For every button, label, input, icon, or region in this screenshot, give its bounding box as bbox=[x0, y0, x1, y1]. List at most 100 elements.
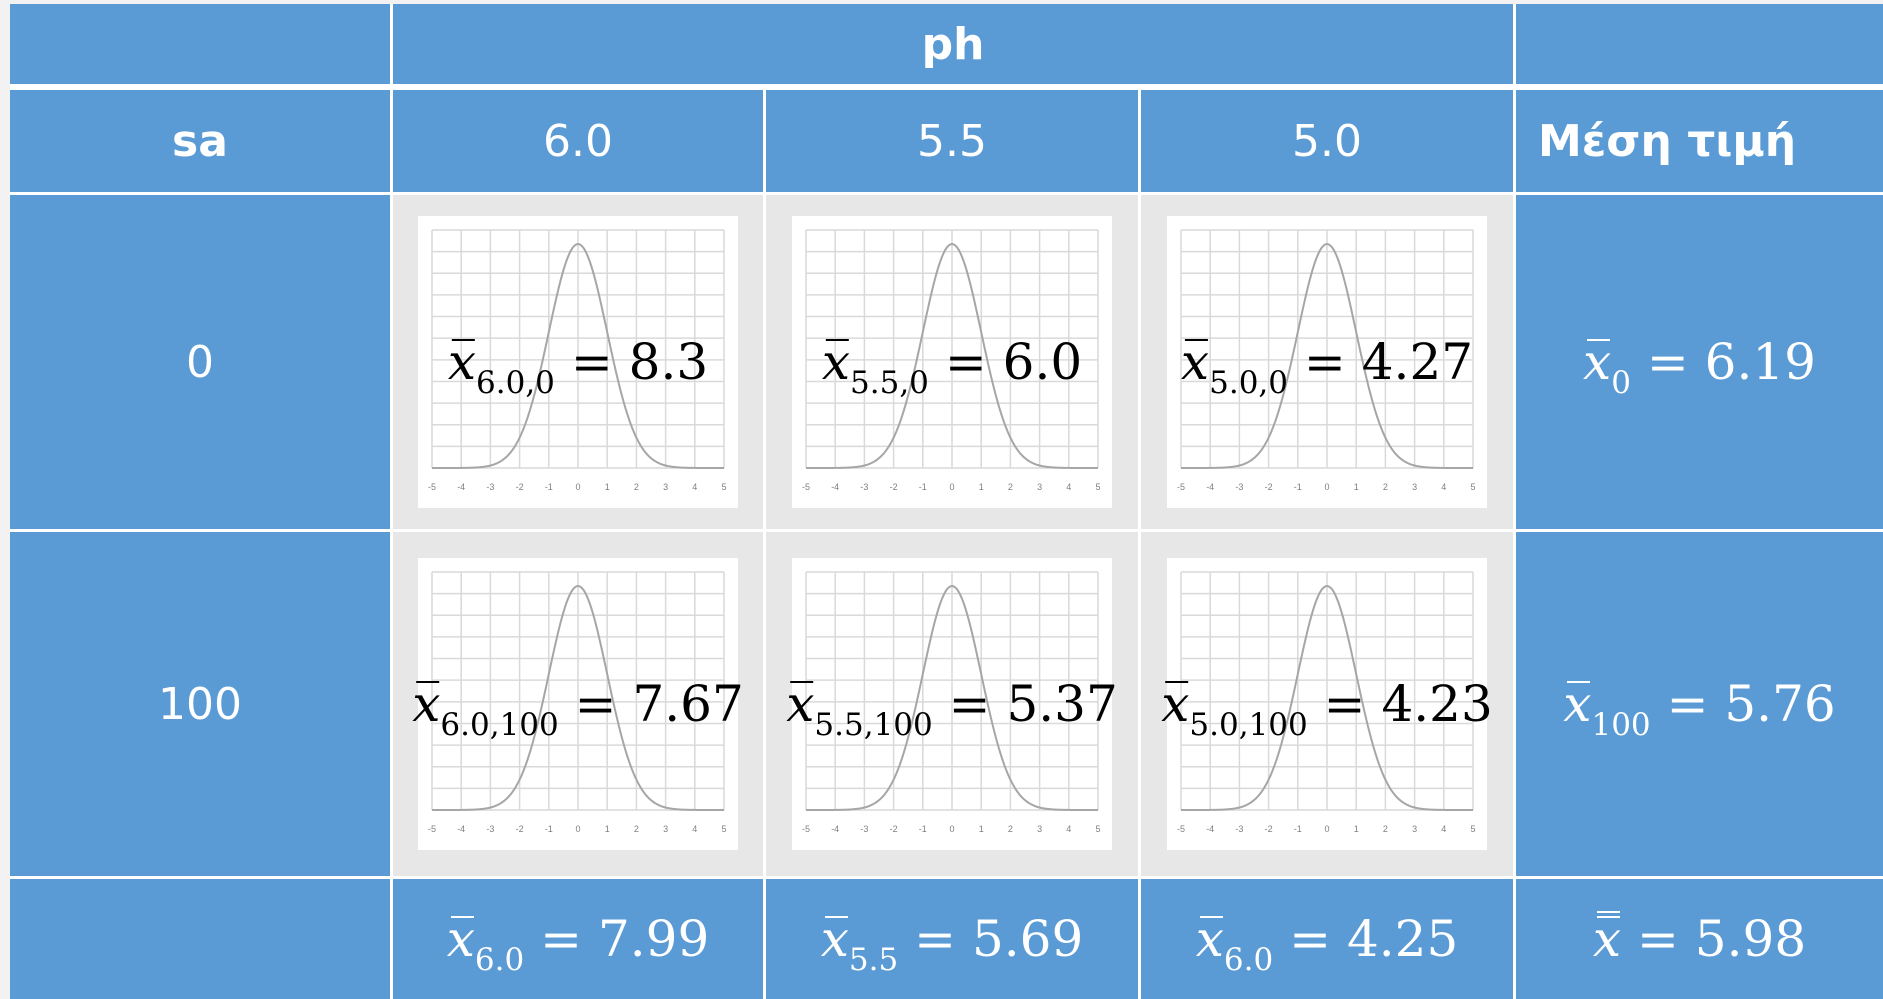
axis-tick-label: -1 bbox=[545, 482, 553, 492]
mean-header: Μέση τιμή bbox=[1516, 90, 1883, 192]
col-mean-formula: x6.0 = 7.99 bbox=[446, 910, 710, 978]
normal-curve-line bbox=[806, 584, 1098, 811]
axis-tick-label: 1 bbox=[605, 482, 610, 492]
axis-tick-label: -1 bbox=[1294, 824, 1302, 834]
axis-tick-label: -4 bbox=[457, 824, 465, 834]
axis-tick-label: 5 bbox=[721, 824, 726, 834]
axis-tick-label: 4 bbox=[1441, 824, 1446, 834]
grand-mean-formula: x = 5.98 bbox=[1592, 910, 1807, 968]
normal-curve-line bbox=[806, 242, 1098, 469]
normal-curve-line bbox=[432, 242, 724, 469]
axis-tick-label: 5 bbox=[1470, 482, 1475, 492]
axis-tick-label: -3 bbox=[860, 482, 868, 492]
axis-tick-label: -2 bbox=[516, 482, 524, 492]
axis-tick-label: 3 bbox=[1037, 824, 1042, 834]
normal-curve-chart: -5 -4 -3 -2 -1 0 1 2 3 4 5 bbox=[792, 558, 1112, 850]
normal-curve-chart: -5 -4 -3 -2 -1 0 1 2 3 4 5 bbox=[1167, 216, 1487, 508]
axis-tick-label: -1 bbox=[919, 824, 927, 834]
axis-tick-label: 3 bbox=[1412, 824, 1417, 834]
normal-curve-svg: -5 -4 -3 -2 -1 0 1 2 3 4 5 bbox=[792, 558, 1112, 850]
axis-tick-label: -2 bbox=[1265, 824, 1273, 834]
axis-tick-label: -2 bbox=[890, 824, 898, 834]
axis-tick-label: 3 bbox=[1037, 482, 1042, 492]
ph-col-label: 6.0 bbox=[543, 115, 613, 167]
row-mean-formula: x100 = 5.76 bbox=[1563, 675, 1836, 743]
axis-tick-label: 4 bbox=[1066, 482, 1071, 492]
axis-tick-label: 4 bbox=[1441, 482, 1446, 492]
axis-tick-label: -3 bbox=[486, 482, 494, 492]
col-mean-formula: x5.5 = 5.69 bbox=[820, 910, 1084, 978]
axis-tick-label: 5 bbox=[1470, 824, 1475, 834]
axis-tick-label: -4 bbox=[1206, 824, 1214, 834]
normal-curve-svg: -5 -4 -3 -2 -1 0 1 2 3 4 5 bbox=[1167, 558, 1487, 850]
ph-col-header-5-0: 5.0 bbox=[1141, 90, 1513, 192]
axis-tick-label: 0 bbox=[949, 824, 954, 834]
ph-col-label: 5.5 bbox=[917, 115, 987, 167]
cell-mean-formula: x6.0,0 = 8.3 bbox=[447, 333, 709, 401]
axis-tick-label: 5 bbox=[1095, 482, 1100, 492]
sa-row-label-100: 100 bbox=[10, 532, 390, 876]
axis-tick-label: -1 bbox=[1294, 482, 1302, 492]
axis-tick-label: 1 bbox=[605, 824, 610, 834]
axis-tick-label: 0 bbox=[949, 482, 954, 492]
axis-tick-label: -3 bbox=[860, 824, 868, 834]
col-mean-formula: x6.0 = 4.25 bbox=[1195, 910, 1459, 978]
cell-mean-formula: x5.5,100 = 5.37 bbox=[786, 675, 1118, 743]
axis-tick-label: -4 bbox=[457, 482, 465, 492]
normal-curve-chart: -5 -4 -3 -2 -1 0 1 2 3 4 5 bbox=[1167, 558, 1487, 850]
anova-table: ph sa 6.0 5.5 5.0 Μέση τιμή 0 x0 = 6.19 … bbox=[10, 4, 1883, 999]
axis-tick-label: -4 bbox=[831, 482, 839, 492]
mean-corner-cell bbox=[1516, 4, 1883, 84]
cell-mean-formula: x5.5,0 = 6.0 bbox=[821, 333, 1083, 401]
axis-tick-label: -3 bbox=[486, 824, 494, 834]
sa-header-text: sa bbox=[172, 115, 228, 167]
axis-tick-label: 5 bbox=[721, 482, 726, 492]
axis-tick-label: 5 bbox=[1095, 824, 1100, 834]
axis-tick-label: -5 bbox=[428, 482, 436, 492]
axis-tick-label: -1 bbox=[545, 824, 553, 834]
axis-tick-label: 2 bbox=[1008, 482, 1013, 492]
axis-tick-label: -2 bbox=[1265, 482, 1273, 492]
normal-curve-line bbox=[432, 584, 724, 811]
normal-curve-chart: -5 -4 -3 -2 -1 0 1 2 3 4 5 bbox=[792, 216, 1112, 508]
cell-mean-formula: x5.0,0 = 4.27 bbox=[1180, 333, 1474, 401]
axis-tick-label: 0 bbox=[575, 482, 580, 492]
col-mean-cell-0: x6.0 = 7.99 bbox=[393, 879, 763, 999]
sa-header: sa bbox=[10, 90, 390, 192]
normal-curve-line bbox=[1181, 242, 1473, 469]
corner-cell bbox=[10, 4, 390, 84]
axis-tick-label: 2 bbox=[1008, 824, 1013, 834]
axis-tick-label: 1 bbox=[1354, 824, 1359, 834]
col-mean-cell-1: x5.5 = 5.69 bbox=[766, 879, 1138, 999]
sa-row-label-text: 0 bbox=[186, 336, 214, 388]
mean-header-text: Μέση τιμή bbox=[1538, 115, 1797, 167]
normal-curve-chart: -5 -4 -3 -2 -1 0 1 2 3 4 5 bbox=[418, 558, 738, 850]
ph-col-header-5-5: 5.5 bbox=[766, 90, 1138, 192]
axis-tick-label: 4 bbox=[1066, 824, 1071, 834]
row-mean-formula: x0 = 6.19 bbox=[1583, 333, 1816, 401]
ph-group-header: ph bbox=[393, 4, 1513, 84]
grand-mean-cell: x = 5.98 bbox=[1516, 879, 1883, 999]
axis-tick-label: 3 bbox=[1412, 482, 1417, 492]
axis-tick-label: 4 bbox=[692, 482, 697, 492]
axis-tick-label: 1 bbox=[979, 824, 984, 834]
normal-curve-svg: -5 -4 -3 -2 -1 0 1 2 3 4 5 bbox=[418, 558, 738, 850]
sa-row-label-0: 0 bbox=[10, 195, 390, 529]
axis-tick-label: -3 bbox=[1235, 824, 1243, 834]
normal-curve-line bbox=[1181, 584, 1473, 811]
axis-tick-label: -5 bbox=[802, 824, 810, 834]
axis-tick-label: 2 bbox=[1383, 824, 1388, 834]
axis-tick-label: 1 bbox=[979, 482, 984, 492]
axis-tick-label: 0 bbox=[1324, 824, 1329, 834]
col-mean-cell-2: x6.0 = 4.25 bbox=[1141, 879, 1513, 999]
row-mean-cell-0: x0 = 6.19 bbox=[1516, 195, 1883, 529]
ph-col-label: 5.0 bbox=[1292, 115, 1362, 167]
ph-header-text: ph bbox=[921, 18, 985, 70]
normal-curve-svg: -5 -4 -3 -2 -1 0 1 2 3 4 5 bbox=[792, 216, 1112, 508]
cell-mean-formula: x6.0,100 = 7.67 bbox=[412, 675, 744, 743]
ph-col-header-6-0: 6.0 bbox=[393, 90, 763, 192]
axis-tick-label: -4 bbox=[831, 824, 839, 834]
axis-tick-label: -5 bbox=[802, 482, 810, 492]
axis-tick-label: 2 bbox=[634, 824, 639, 834]
axis-tick-label: -4 bbox=[1206, 482, 1214, 492]
